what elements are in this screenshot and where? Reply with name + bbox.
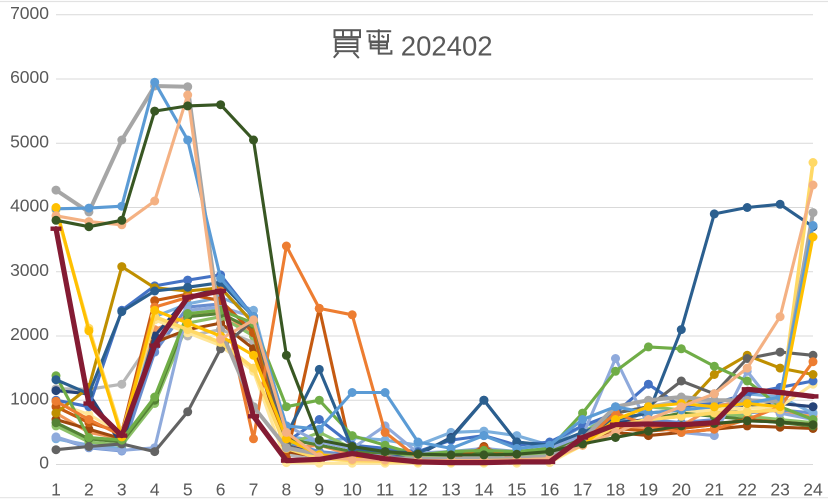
svg-text:9: 9 [314,480,324,499]
svg-text:8: 8 [282,480,292,499]
svg-text:3: 3 [117,480,127,499]
svg-text:5000: 5000 [10,131,49,151]
svg-text:7000: 7000 [10,3,49,23]
svg-text:6000: 6000 [10,67,49,87]
svg-text:4000: 4000 [10,196,49,216]
svg-text:2: 2 [84,480,94,499]
svg-text:0: 0 [39,453,49,473]
svg-text:6: 6 [216,480,226,499]
svg-text:202402: 202402 [401,30,493,61]
svg-text:18: 18 [606,480,625,499]
svg-text:1: 1 [51,480,61,499]
svg-text:19: 19 [639,480,658,499]
svg-text:16: 16 [540,480,559,499]
svg-text:5: 5 [183,480,193,499]
svg-text:15: 15 [507,480,526,499]
svg-text:10: 10 [342,480,362,499]
svg-text:22: 22 [737,480,756,499]
svg-text:1000: 1000 [10,388,49,408]
svg-text:2000: 2000 [10,324,49,344]
svg-text:3000: 3000 [10,260,49,280]
svg-text:17: 17 [573,480,592,499]
svg-text:14: 14 [474,480,494,499]
svg-text:24: 24 [803,480,823,499]
svg-text:4: 4 [150,480,160,499]
svg-text:12: 12 [408,480,427,499]
svg-text:23: 23 [770,480,789,499]
svg-text:11: 11 [376,480,394,499]
svg-text:21: 21 [705,480,724,499]
svg-text:7: 7 [249,480,259,499]
svg-text:13: 13 [441,480,460,499]
svg-text:20: 20 [672,480,692,499]
